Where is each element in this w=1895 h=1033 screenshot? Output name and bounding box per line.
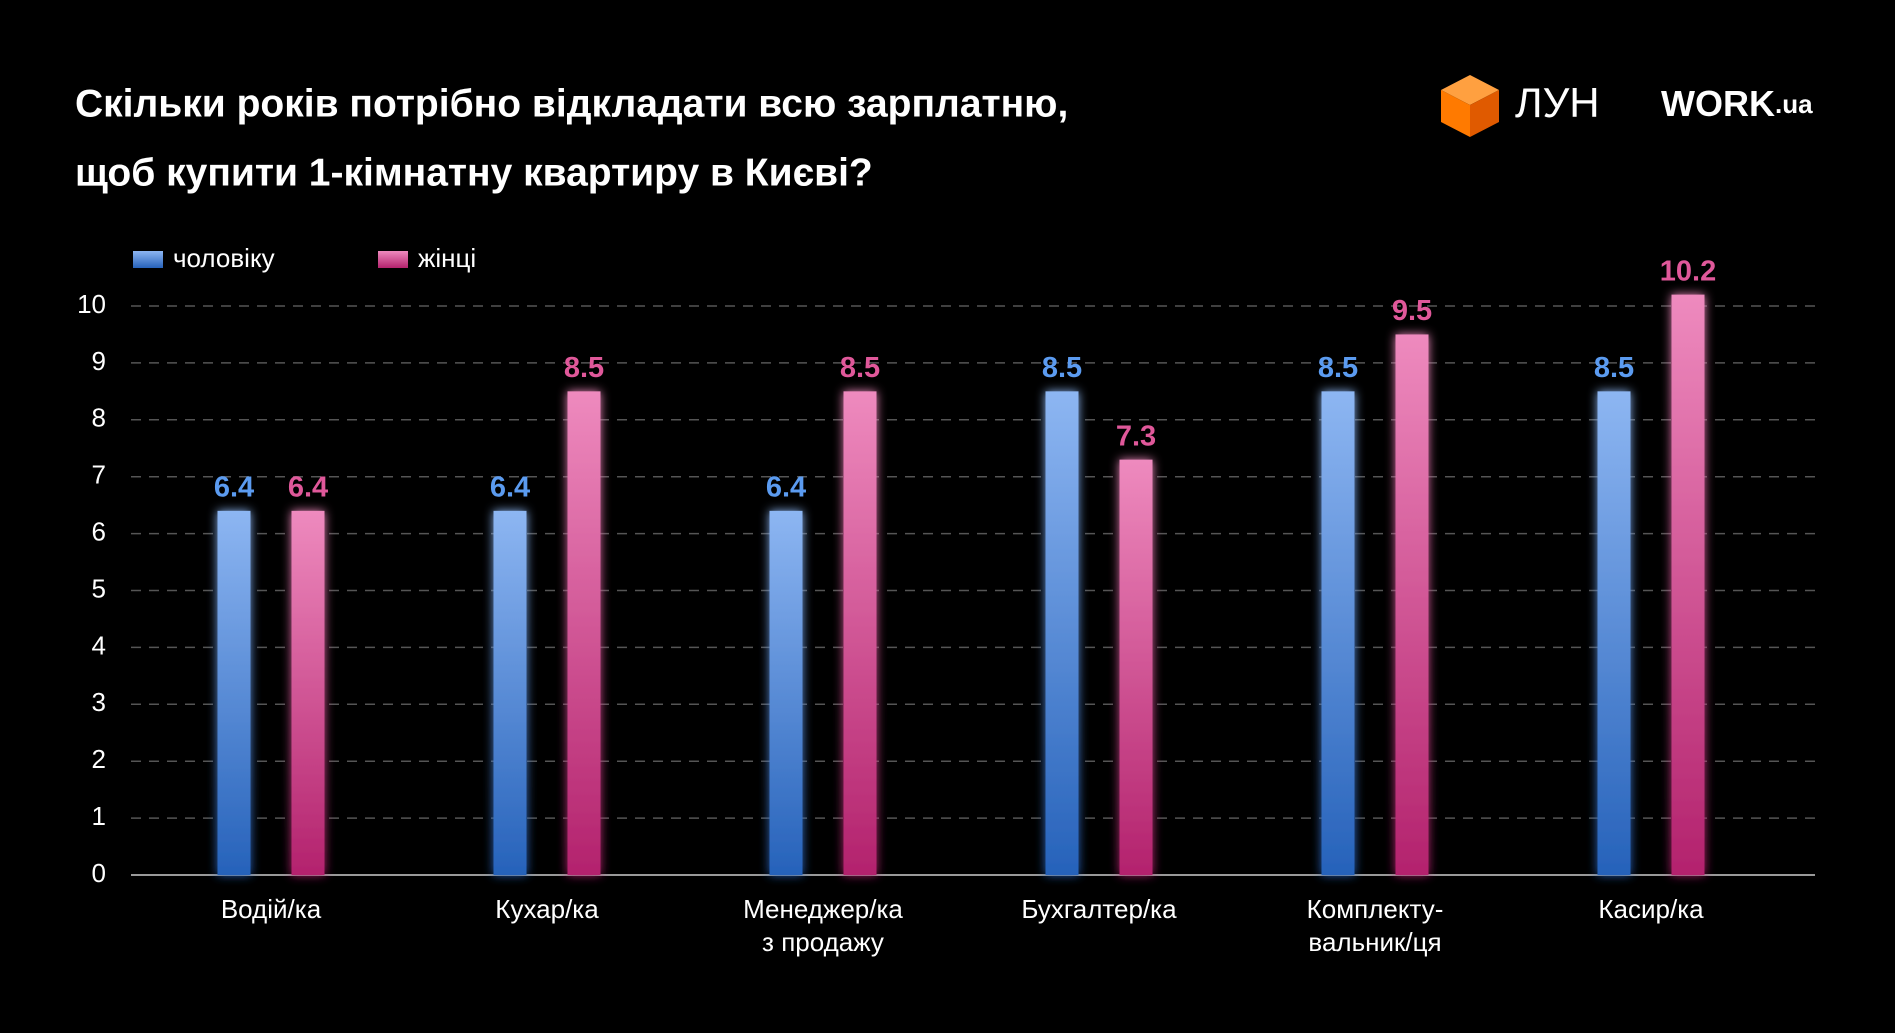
y-tick-label: 4 [92,630,106,660]
chart-title: Скільки років потрібно відкладати всю за… [75,82,1068,125]
value-label: 7.3 [1116,420,1156,452]
work-logo: WORK.ua [1661,83,1813,124]
lun-logo: ЛУН [1441,75,1600,137]
legend-label: жінці [418,243,476,273]
value-label: 8.5 [564,352,604,384]
value-label: 6.4 [766,471,806,503]
value-label: 6.4 [288,471,328,503]
bar [493,510,527,875]
x-tick-label: Водій/ка [220,894,322,924]
y-tick-label: 7 [92,460,106,490]
bar [567,391,601,875]
chart-title: щоб купити 1-кімнатну квартиру в Києві? [75,151,873,194]
x-tick-label: Кухар/ка [495,894,599,924]
legend-label: чоловіку [173,243,275,273]
y-tick-label: 0 [92,858,106,888]
y-tick-label: 3 [92,687,106,717]
bar [1395,334,1429,875]
value-label: 8.5 [1042,352,1082,384]
x-tick-label: Касир/ка [1598,894,1704,924]
lun-logo-text: ЛУН [1515,79,1600,126]
value-label: 8.5 [840,352,880,384]
value-label: 6.4 [214,471,254,503]
legend-swatch [378,251,408,268]
work-logo-suffix: .ua [1775,89,1813,119]
bar [1119,459,1153,875]
bar [769,510,803,875]
bar [1671,294,1705,875]
x-tick-label: Комплекту- вальник/ця [1306,894,1444,957]
y-tick-label: 10 [77,289,106,319]
value-label: 8.5 [1594,352,1634,384]
y-tick-label: 2 [92,744,106,774]
bar [1597,391,1631,875]
value-label: 9.5 [1392,295,1432,327]
y-tick-label: 9 [92,346,106,376]
value-label: 8.5 [1318,352,1358,384]
work-logo-text: WORK [1661,83,1775,124]
bar [1045,391,1079,875]
y-tick-label: 8 [92,403,106,433]
bar [1321,391,1355,875]
bar [217,510,251,875]
x-tick-label: Бухгалтер/ка [1021,894,1177,924]
x-tick-label: Менеджер/ка з продажу [743,894,903,957]
y-tick-label: 1 [92,801,106,831]
legend-swatch [133,251,163,268]
bar [843,391,877,875]
value-label: 6.4 [490,471,530,503]
bar [291,510,325,875]
y-tick-label: 6 [92,516,106,546]
y-tick-label: 5 [92,573,106,603]
value-label: 10.2 [1660,255,1716,287]
